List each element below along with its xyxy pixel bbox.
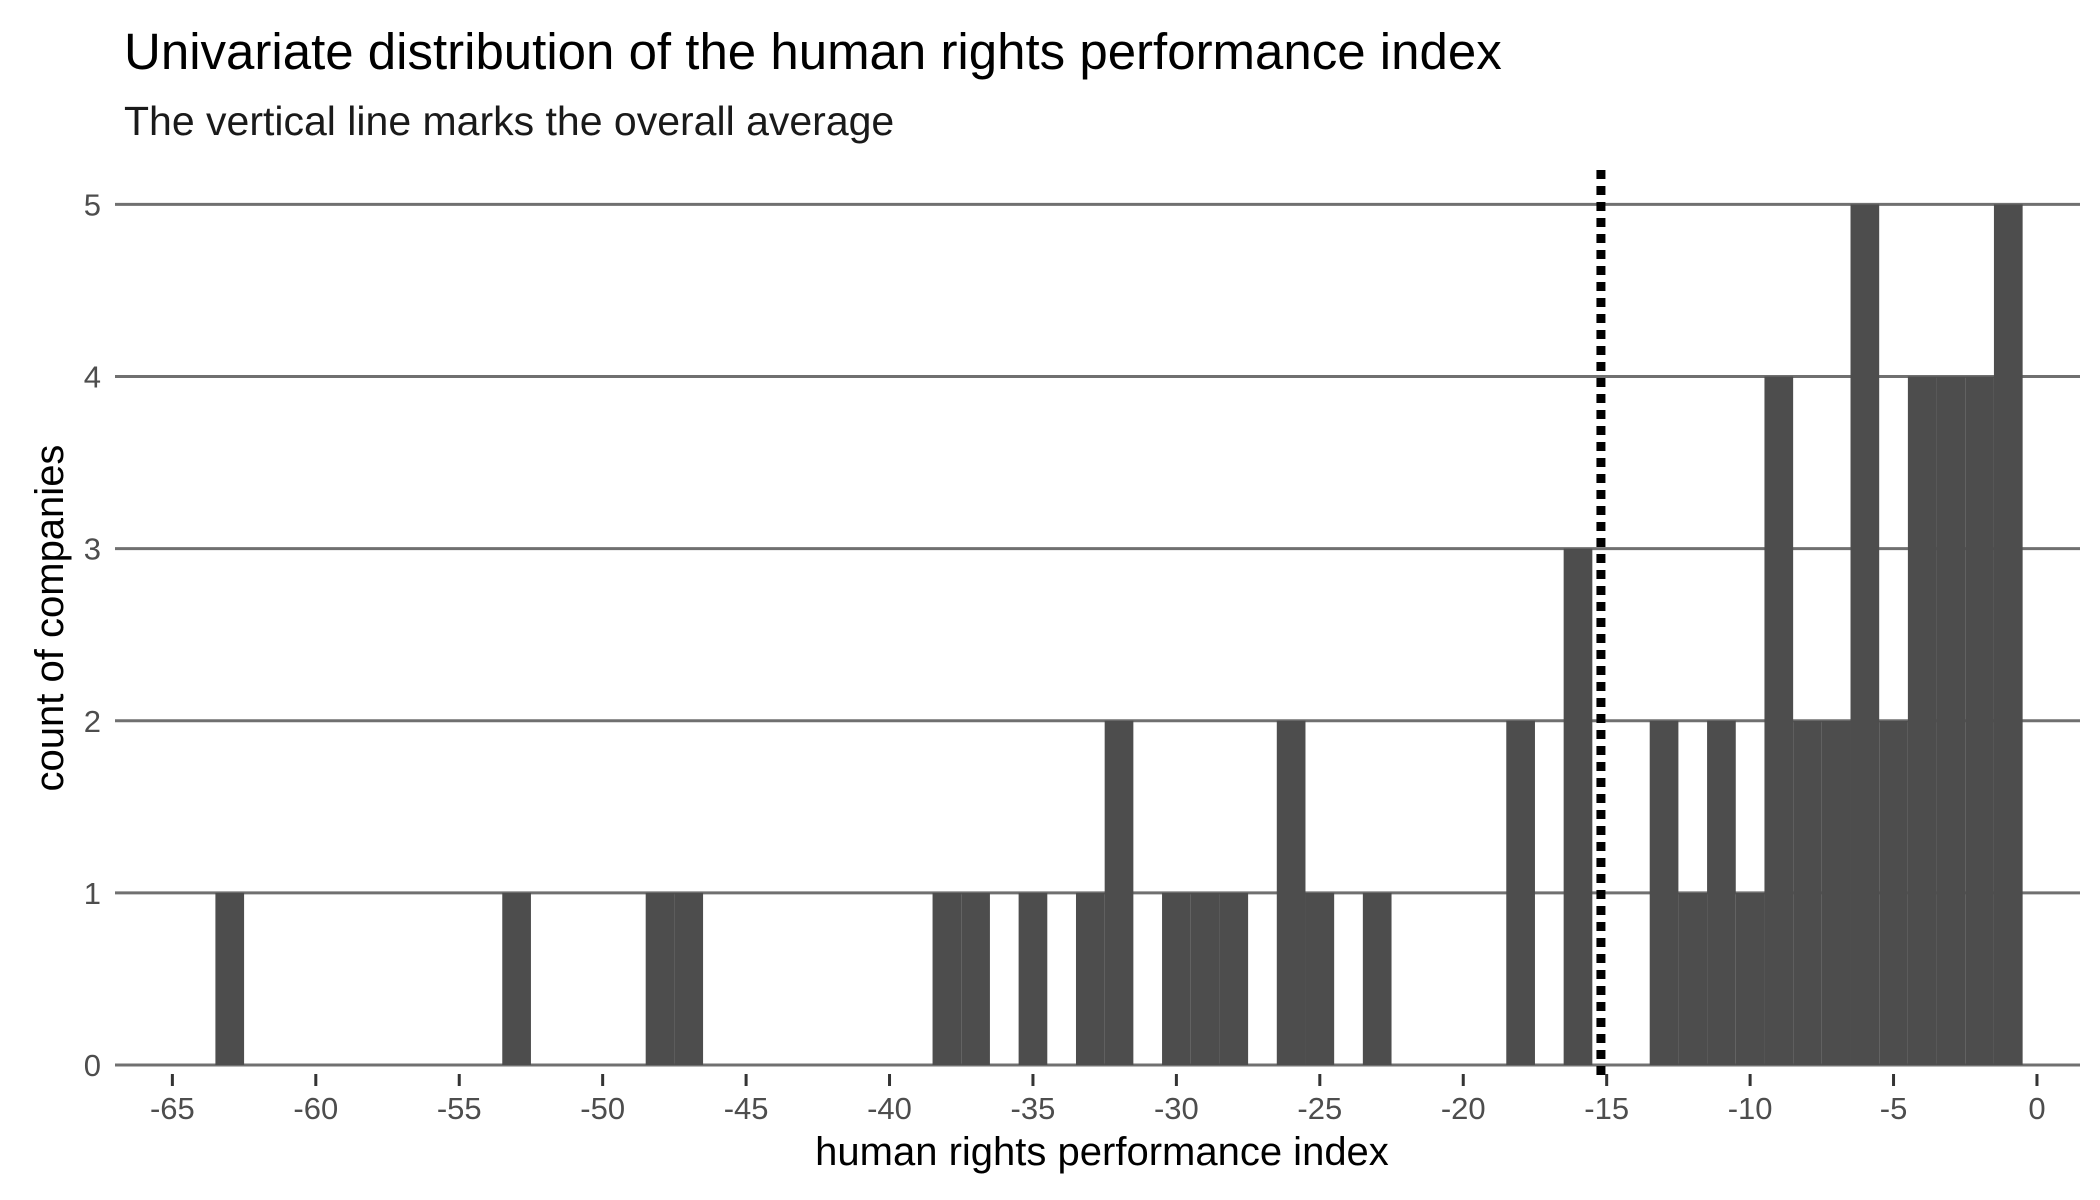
x-tick-label: -40 xyxy=(867,1091,912,1126)
x-tick-label: -65 xyxy=(150,1091,195,1126)
x-tick-label: -5 xyxy=(1880,1091,1908,1126)
x-tick-label: -45 xyxy=(724,1091,769,1126)
chart-subtitle: The vertical line marks the overall aver… xyxy=(124,98,895,144)
histogram-bar xyxy=(1563,548,1593,1065)
histogram-bar xyxy=(932,892,962,1065)
x-tick-label: -35 xyxy=(1011,1091,1056,1126)
histogram-bar xyxy=(1850,204,1880,1065)
histogram-bar xyxy=(1219,892,1249,1065)
histogram-bar xyxy=(1821,720,1851,1065)
x-tick-label: -55 xyxy=(437,1091,482,1126)
x-tick-label: -25 xyxy=(1297,1091,1342,1126)
y-tick-label: 2 xyxy=(84,704,101,739)
y-tick-label: 4 xyxy=(84,360,101,395)
histogram-bar xyxy=(1678,892,1708,1065)
x-axis: -65 -60 -55 -50 -45 -40 -35 -30 -25 -20 -15 -10 -5 0 xyxy=(150,1074,2046,1126)
histogram-bar xyxy=(1965,376,1994,1065)
histogram-bar xyxy=(1649,720,1679,1065)
chart-title: Univariate distribution of the human rig… xyxy=(124,23,1502,80)
histogram-bar xyxy=(1907,376,1937,1065)
x-tick-label: -20 xyxy=(1441,1091,1486,1126)
x-tick-label: -15 xyxy=(1584,1091,1629,1126)
histogram-bar xyxy=(1707,720,1736,1065)
histogram-bar xyxy=(1075,892,1105,1065)
histogram-bar xyxy=(1362,892,1392,1065)
x-tick-label: -50 xyxy=(580,1091,625,1126)
histogram-bar xyxy=(674,892,704,1065)
histogram-bar xyxy=(502,892,531,1065)
histogram-bar xyxy=(1936,376,1966,1065)
histogram-bar xyxy=(1305,892,1335,1065)
x-tick-label: -30 xyxy=(1154,1091,1199,1126)
x-axis-title: human rights performance index xyxy=(815,1130,1389,1174)
x-tick-label: -10 xyxy=(1728,1091,1773,1126)
histogram-bar xyxy=(961,892,990,1065)
histogram-bar xyxy=(1190,892,1220,1065)
histogram-bar xyxy=(1764,376,1794,1065)
y-tick-label: 0 xyxy=(84,1048,101,1083)
histogram-bar xyxy=(1276,720,1306,1065)
y-tick-label: 1 xyxy=(84,876,101,911)
y-tick-label: 5 xyxy=(84,187,101,222)
histogram-bars xyxy=(215,204,2023,1065)
histogram-bar xyxy=(1993,204,2023,1065)
histogram-bar xyxy=(1018,892,1048,1065)
histogram-bar xyxy=(645,892,675,1065)
histogram-bar xyxy=(1793,720,1822,1065)
y-axis: 0 1 2 3 4 5 xyxy=(84,187,101,1083)
x-tick-label: 0 xyxy=(2028,1091,2045,1126)
histogram-bar xyxy=(215,892,245,1065)
histogram-bar xyxy=(1506,720,1535,1065)
histogram-bar xyxy=(1162,892,1191,1065)
histogram-bar xyxy=(1879,720,1908,1065)
histogram-bar xyxy=(1104,720,1134,1065)
x-tick-label: -60 xyxy=(293,1091,338,1126)
y-tick-label: 3 xyxy=(84,532,101,567)
y-axis-title: count of companies xyxy=(28,445,72,792)
histogram-bar xyxy=(1735,892,1765,1065)
